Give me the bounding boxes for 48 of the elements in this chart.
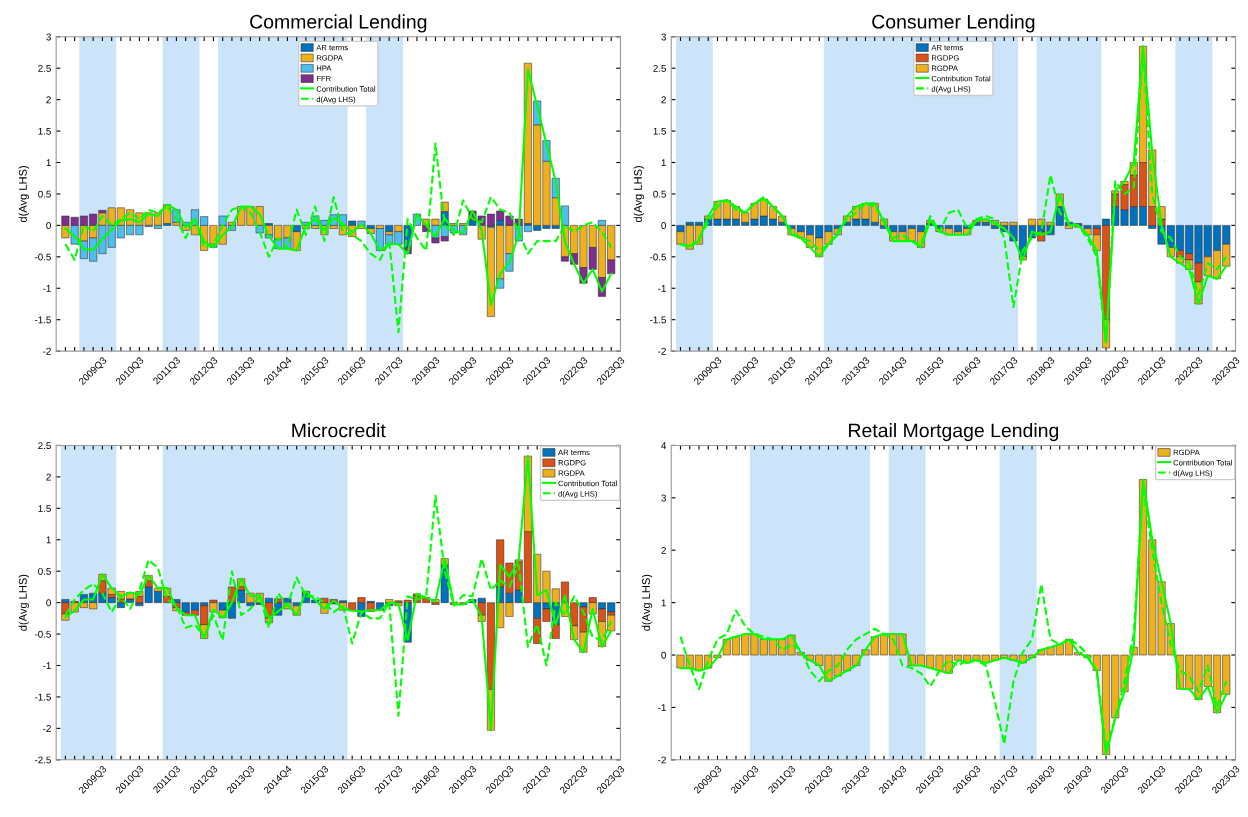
y-axis-title: d(Avg LHS) — [18, 166, 29, 223]
y-tick-label: -2 — [43, 347, 51, 355]
y-tick-label: 0 — [661, 651, 666, 659]
y-tick-label: 3 — [46, 33, 51, 41]
y-tick-label: -0.5 — [34, 630, 51, 638]
y-tick-label: -1.5 — [34, 693, 51, 701]
y-axis-title: d(Avg LHS) — [641, 574, 653, 631]
y-tick-label: -0.5 — [650, 253, 666, 261]
y-tick-label: 1.5 — [38, 127, 51, 135]
y-tick-label: -1 — [43, 662, 51, 670]
y-tick-label: 3 — [661, 33, 666, 41]
y-tick-label: -2 — [658, 756, 666, 764]
y-tick-label: 0 — [46, 222, 51, 229]
y-tick-label: 0.5 — [38, 190, 51, 198]
y-tick-label: -1 — [43, 285, 51, 292]
y-tick-label: 0 — [46, 599, 51, 607]
y-tick-label: 2 — [661, 546, 666, 554]
y-tick-label: 2 — [46, 473, 51, 481]
y-tick-label: 0.5 — [653, 190, 666, 198]
y-tick-label: 0.5 — [38, 567, 51, 575]
y-tick-label: -1.5 — [34, 316, 51, 324]
chart-title: Retail Mortgage Lending — [849, 423, 1059, 442]
y-axis-title: d(Avg LHS) — [633, 166, 645, 223]
y-tick-label: 2 — [46, 96, 51, 104]
y-tick-label: 4 — [661, 442, 667, 449]
y-tick-label: 1 — [46, 159, 51, 167]
chart-title: Commercial Lending — [250, 14, 427, 33]
y-tick-label: 2.5 — [38, 64, 51, 72]
y-tick-label: 1.5 — [38, 505, 51, 512]
y-tick-label: 2 — [661, 96, 666, 104]
y-tick-label: -2 — [658, 347, 666, 355]
y-tick-label: -1 — [658, 285, 666, 292]
y-tick-label: 1 — [46, 536, 51, 544]
y-tick-label: -1.5 — [650, 316, 666, 324]
y-axis-title: d(Avg LHS) — [18, 574, 29, 631]
y-tick-label: -2 — [43, 725, 51, 732]
y-tick-label: -0.5 — [34, 253, 51, 261]
y-tick-label: -1 — [658, 704, 666, 711]
y-tick-label: 1 — [661, 599, 666, 607]
y-tick-label: -2.5 — [34, 756, 51, 764]
y-tick-label: 2.5 — [653, 64, 666, 72]
y-tick-label: 0 — [661, 222, 666, 229]
y-tick-label: 3 — [661, 494, 666, 502]
chart-title: Microcredit — [292, 423, 386, 438]
y-tick-label: 1.5 — [653, 127, 666, 135]
y-tick-label: 2.5 — [38, 442, 51, 450]
y-tick-label: 1 — [661, 159, 666, 167]
chart-title: Consumer Lending — [872, 14, 1035, 33]
